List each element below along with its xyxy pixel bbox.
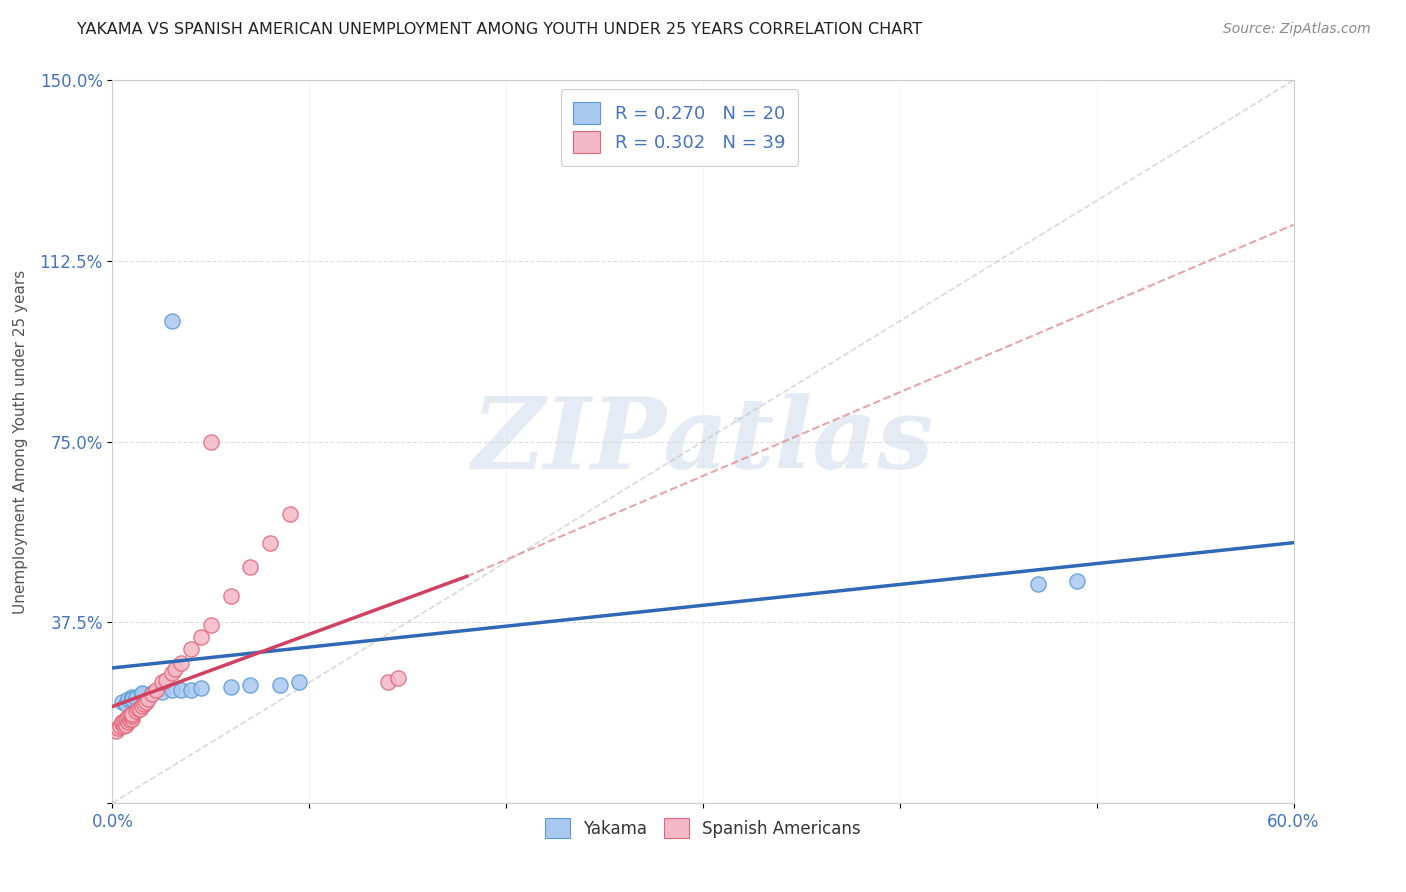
Point <box>120 713 142 727</box>
Point <box>107 721 129 735</box>
Legend: Yakama, Spanish Americans: Yakama, Spanish Americans <box>538 812 868 845</box>
Point <box>200 434 222 449</box>
Point <box>111 695 134 709</box>
Point <box>115 697 138 711</box>
Point <box>150 675 173 690</box>
Point <box>121 712 143 726</box>
Point <box>387 671 409 685</box>
Point <box>377 675 399 690</box>
Point <box>145 682 167 697</box>
Point <box>121 690 143 704</box>
Point <box>1066 574 1088 589</box>
Point <box>190 681 212 695</box>
Point <box>121 706 143 721</box>
Point <box>117 692 139 706</box>
Y-axis label: Unemployment Among Youth under 25 years: Unemployment Among Youth under 25 years <box>14 269 28 614</box>
Point <box>259 535 281 549</box>
Point <box>111 714 134 729</box>
Point <box>125 704 148 718</box>
Point <box>135 695 157 709</box>
Point <box>105 723 128 738</box>
Point <box>111 716 134 731</box>
Point <box>141 687 163 701</box>
Point <box>129 702 152 716</box>
Point <box>131 686 153 700</box>
Point <box>131 699 153 714</box>
Point <box>115 712 138 726</box>
Point <box>170 656 193 670</box>
Point <box>110 719 132 733</box>
Point <box>125 690 148 705</box>
Point <box>219 589 242 603</box>
Text: YAKAMA VS SPANISH AMERICAN UNEMPLOYMENT AMONG YOUTH UNDER 25 YEARS CORRELATION C: YAKAMA VS SPANISH AMERICAN UNEMPLOYMENT … <box>77 22 922 37</box>
Point <box>160 682 183 697</box>
Text: Source: ZipAtlas.com: Source: ZipAtlas.com <box>1223 22 1371 37</box>
Point <box>141 686 163 700</box>
Point <box>190 630 212 644</box>
Point <box>170 682 193 697</box>
Point <box>219 680 242 694</box>
Point <box>115 718 138 732</box>
Point <box>180 641 202 656</box>
Point <box>121 692 143 706</box>
Point <box>120 708 142 723</box>
Point <box>131 687 153 701</box>
Point <box>239 559 262 574</box>
Point <box>160 314 183 328</box>
Point <box>121 709 143 723</box>
Point <box>112 714 135 728</box>
Point <box>288 675 311 690</box>
Point <box>180 682 202 697</box>
Text: ZIPatlas: ZIPatlas <box>472 393 934 490</box>
Point <box>278 507 301 521</box>
Point <box>155 673 177 687</box>
Point <box>132 697 155 711</box>
Point <box>136 692 159 706</box>
Point <box>150 685 173 699</box>
Point <box>1026 576 1049 591</box>
Point <box>117 714 139 729</box>
Point <box>239 678 262 692</box>
Point <box>200 617 222 632</box>
Point <box>127 702 149 716</box>
Point <box>117 710 139 724</box>
Point <box>112 719 135 733</box>
Point <box>269 678 291 692</box>
Point <box>165 662 187 676</box>
Point <box>160 665 183 680</box>
